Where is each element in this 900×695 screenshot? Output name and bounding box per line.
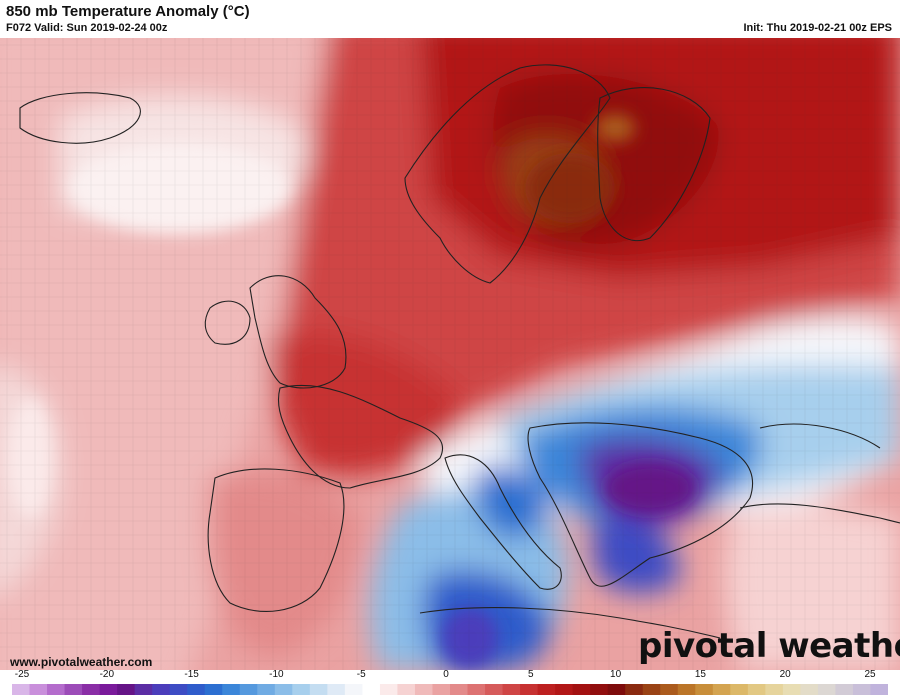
ireland-outline: [204, 300, 251, 345]
colorbar-swatch: [82, 684, 101, 695]
colorbar-tick-label: 5: [528, 669, 534, 680]
colorbar-swatch: [695, 684, 714, 695]
source-url: www.pivotalweather.com: [10, 655, 153, 669]
colorbar-tick-label: 0: [443, 669, 449, 680]
colorbar-swatch: [485, 684, 504, 695]
colorbar-swatch: [117, 684, 136, 695]
colorbar-swatch: [274, 684, 293, 695]
colorbar-swatch: [590, 684, 609, 695]
iberia-outline: [207, 468, 345, 612]
map-title: 850 mb Temperature Anomaly (°C): [6, 3, 250, 20]
colorbar-swatch: [414, 684, 433, 695]
finland-outline: [597, 87, 711, 242]
colorbar-swatch: [327, 684, 346, 695]
colorbar-swatch: [362, 684, 381, 695]
italy-outline: [444, 454, 562, 590]
colorbar-swatch: [467, 684, 486, 695]
colorbar-swatch: [239, 684, 258, 695]
colorbar-tick-labels: -25 -20 -15 -10 -5 0 5 10 15 20 25: [0, 669, 900, 683]
colorbar-swatch: [344, 684, 363, 695]
colorbar-swatch: [572, 684, 591, 695]
colorbar-swatch: [870, 684, 888, 695]
colorbar-swatch: [29, 684, 48, 695]
colorbar-swatch: [99, 684, 118, 695]
colorbar-tick-label: 10: [610, 669, 622, 680]
colorbar-swatch: [204, 684, 223, 695]
colorbar-swatch: [782, 684, 801, 695]
colorbar-swatch: [222, 684, 241, 695]
colorbar-tick-label: -15: [184, 669, 199, 680]
colorbar-swatch: [765, 684, 784, 695]
colorbar-swatch: [730, 684, 749, 695]
colorbar-swatch: [642, 684, 661, 695]
colorbar-swatch: [607, 684, 626, 695]
colorbar-swatch: [537, 684, 556, 695]
colorbar-swatch: [817, 684, 836, 695]
colorbar-swatch: [520, 684, 539, 695]
colorbar-swatch: [625, 684, 644, 695]
anomaly-map: [0, 38, 900, 670]
anomaly-map-svg: [0, 38, 900, 670]
colorbar-tick-label: -20: [99, 669, 115, 680]
colorbar-swatch: [677, 684, 696, 695]
colorbar-swatch: [257, 684, 276, 695]
colorbar-swatch: [555, 684, 574, 695]
france-outline: [277, 384, 443, 489]
pivotal-weather-logo: pivotal weather: [638, 626, 900, 666]
colorbar-tick-label: -25: [14, 669, 30, 680]
colorbar-swatch: [852, 684, 871, 695]
colorbar-tick-label: 20: [779, 669, 791, 680]
colorbar-tick-label: 15: [694, 669, 706, 680]
colorbar-swatch: [502, 684, 521, 695]
colorbar-svg: [12, 684, 888, 695]
colorbar-swatch: [134, 684, 153, 695]
colorbar-swatch: [379, 684, 398, 695]
colorbar-swatch: [747, 684, 766, 695]
colorbar-swatch: [187, 684, 206, 695]
colorbar-swatch: [292, 684, 311, 695]
colorbar-tick-label: -5: [356, 669, 366, 680]
admin-grid-overlay: [0, 38, 900, 670]
colorbar-swatch: [397, 684, 416, 695]
colorbar-swatch: [835, 684, 854, 695]
colorbar-tick-label: 25: [864, 669, 876, 680]
coastlines: [19, 64, 900, 639]
colorbar-swatch: [660, 684, 679, 695]
balkans-outline: [527, 422, 754, 587]
colorbar-swatch: [450, 684, 469, 695]
valid-time-label: F072 Valid: Sun 2019-02-24 00z: [6, 22, 168, 34]
colorbar-swatch: [712, 684, 731, 695]
black-sea-north-coast: [759, 423, 881, 449]
init-time-label: Init: Thu 2019-02-21 00z EPS: [743, 22, 892, 34]
colorbar-swatch: [64, 684, 83, 695]
colorbar-tick-label: -10: [269, 669, 284, 680]
colorbar-swatch: [169, 684, 188, 695]
header: 850 mb Temperature Anomaly (°C) F072 Val…: [0, 0, 900, 38]
colorbar-swatch: [800, 684, 819, 695]
colorbar-swatch: [47, 684, 66, 695]
north-africa-coast: [419, 607, 721, 639]
black-sea-south-coast: [739, 503, 900, 524]
colorbar-swatch: [152, 684, 171, 695]
great-britain-outline: [249, 275, 347, 389]
colorbar: [12, 684, 888, 695]
scandinavia-outline: [404, 64, 611, 284]
colorbar-swatch: [12, 684, 31, 695]
colorbar-swatch: [432, 684, 451, 695]
iceland-outline: [19, 92, 141, 144]
colorbar-swatch: [309, 684, 328, 695]
